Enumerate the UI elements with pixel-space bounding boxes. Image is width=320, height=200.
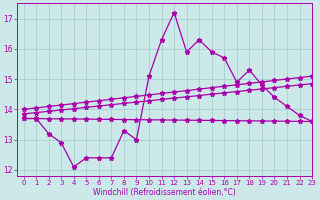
X-axis label: Windchill (Refroidissement éolien,°C): Windchill (Refroidissement éolien,°C) bbox=[93, 188, 236, 197]
